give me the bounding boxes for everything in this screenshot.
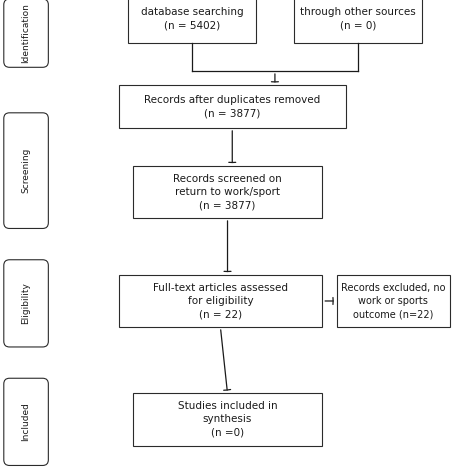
Bar (118, 85, 346, 128)
FancyBboxPatch shape (4, 113, 48, 228)
Bar (118, 275, 322, 327)
Text: database searching
(n = 5402): database searching (n = 5402) (141, 8, 243, 30)
Bar (133, 166, 322, 218)
Bar (128, 0, 256, 43)
Bar (133, 393, 322, 446)
FancyBboxPatch shape (4, 378, 48, 465)
Text: Full-text articles assessed
for eligibility
(n = 22): Full-text articles assessed for eligibil… (153, 283, 288, 319)
Text: Records after duplicates removed
(n = 3877): Records after duplicates removed (n = 38… (144, 95, 320, 118)
Text: through other sources
(n = 0): through other sources (n = 0) (300, 8, 416, 30)
Text: Included: Included (22, 402, 30, 441)
FancyBboxPatch shape (4, 260, 48, 347)
Text: Studies included in
synthesis
(n =0): Studies included in synthesis (n =0) (178, 401, 277, 438)
Text: Screening: Screening (22, 148, 30, 193)
Text: Identification: Identification (22, 3, 30, 63)
FancyBboxPatch shape (4, 0, 48, 67)
Bar (294, 0, 422, 43)
Text: Records excluded, no
work or sports
outcome (n=22): Records excluded, no work or sports outc… (341, 283, 446, 319)
Text: Records screened on
return to work/sport
(n = 3877): Records screened on return to work/sport… (173, 174, 282, 210)
Bar (337, 275, 450, 327)
Text: Eligibility: Eligibility (22, 283, 30, 324)
